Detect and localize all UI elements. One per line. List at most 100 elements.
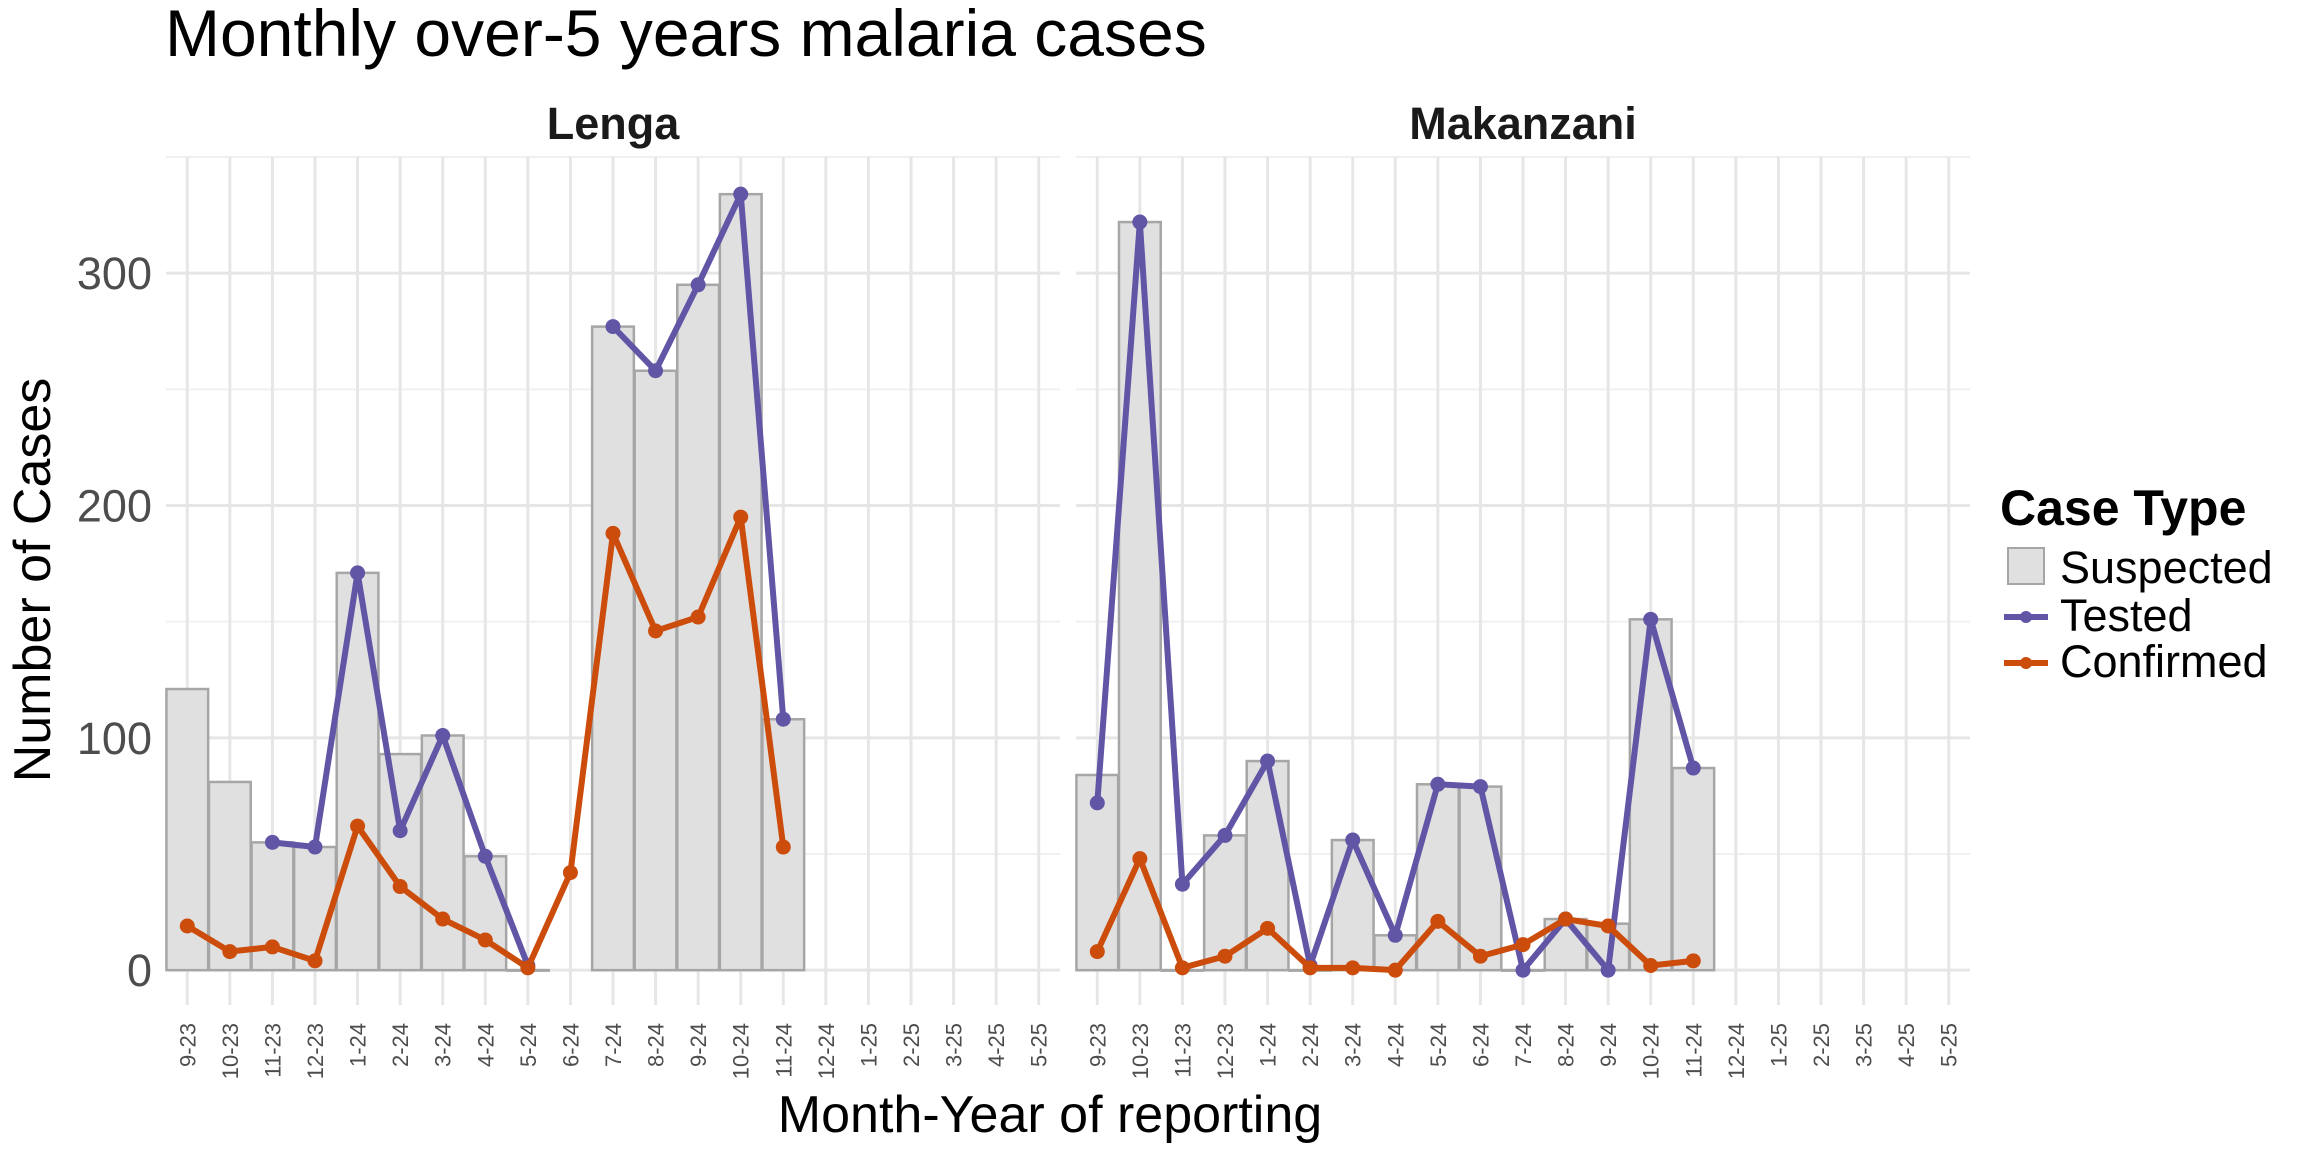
x-tick-label-makanzani: 7-24: [1511, 1023, 1536, 1067]
x-tick-label-makanzani: 3-24: [1341, 1023, 1366, 1067]
x-tick-label-lenga: 8-24: [644, 1023, 669, 1067]
y-tick-label: 100: [77, 713, 152, 764]
point-confirmed-makanzani-7-24: [1515, 937, 1531, 953]
point-tested-makanzani-6-24: [1472, 779, 1488, 795]
x-tick-label-makanzani: 11-24: [1681, 1023, 1706, 1078]
y-tick-label: 300: [77, 248, 152, 299]
point-tested-makanzani-12-23: [1217, 827, 1233, 843]
x-tick-label-makanzani: 5-24: [1426, 1023, 1451, 1067]
point-tested-makanzani-11-24: [1685, 760, 1701, 776]
point-tested-lenga-9-24: [690, 277, 706, 293]
x-tick-label-makanzani: 1-25: [1766, 1023, 1791, 1067]
x-tick-label-lenga: 2-24: [388, 1023, 413, 1067]
x-tick-label-makanzani: 6-24: [1468, 1023, 1493, 1067]
point-confirmed-lenga-3-24: [435, 911, 451, 927]
point-tested-makanzani-9-24: [1600, 962, 1616, 978]
point-confirmed-lenga-10-24: [733, 509, 749, 525]
point-confirmed-lenga-11-23: [264, 939, 280, 955]
bar-suspected-makanzani-11-24: [1671, 766, 1716, 972]
x-tick-label-lenga: 5-24: [516, 1023, 541, 1067]
point-tested-makanzani-10-23: [1132, 214, 1148, 230]
x-tick-label-makanzani: 10-23: [1128, 1023, 1153, 1079]
x-tick-label-makanzani: 4-24: [1383, 1023, 1408, 1067]
x-axis-title: Month-Year of reporting: [778, 1086, 1322, 1144]
point-confirmed-lenga-4-24: [477, 932, 493, 948]
point-confirmed-makanzani-4-24: [1387, 962, 1403, 978]
x-tick-label-lenga: 9-24: [686, 1023, 711, 1067]
point-confirmed-makanzani-3-24: [1345, 960, 1361, 976]
legend-title: Case Type: [2000, 480, 2246, 536]
point-confirmed-lenga-2-24: [392, 879, 408, 895]
y-axis-title: Number of Cases: [4, 378, 62, 783]
legend-point-confirmed: [2020, 657, 2032, 669]
legend-label-suspected: Suspected: [2060, 542, 2273, 593]
bar-suspected-lenga-9-24: [676, 283, 721, 972]
x-tick-label-lenga: 12-24: [814, 1023, 839, 1079]
x-tick-label-lenga: 7-24: [601, 1023, 626, 1067]
x-tick-label-makanzani: 9-24: [1596, 1023, 1621, 1067]
point-tested-makanzani-10-24: [1643, 611, 1659, 627]
x-tick-label-lenga: 4-25: [984, 1023, 1009, 1067]
x-tick-label-makanzani: 9-23: [1085, 1023, 1110, 1067]
x-tick-label-lenga: 11-24: [771, 1023, 796, 1078]
x-tick-label-lenga: 4-24: [473, 1023, 498, 1067]
x-tick-label-lenga: 1-25: [856, 1023, 881, 1067]
point-confirmed-makanzani-5-24: [1430, 913, 1446, 929]
point-confirmed-makanzani-10-23: [1132, 851, 1148, 867]
point-confirmed-makanzani-1-24: [1260, 920, 1276, 936]
x-tick-label-makanzani: 12-24: [1724, 1023, 1749, 1079]
point-confirmed-makanzani-12-23: [1217, 948, 1233, 964]
x-tick-label-lenga: 11-23: [260, 1023, 285, 1078]
point-tested-lenga-8-24: [648, 363, 664, 379]
x-tick-label-makanzani: 4-25: [1894, 1023, 1919, 1067]
x-tick-label-makanzani: 2-24: [1298, 1023, 1323, 1067]
point-confirmed-lenga-9-23: [179, 918, 195, 934]
point-confirmed-makanzani-8-24: [1558, 911, 1574, 927]
x-tick-label-lenga: 5-25: [1027, 1023, 1052, 1067]
x-tick-label-lenga: 10-23: [218, 1023, 243, 1079]
panel-title-makanzani: Makanzani: [1409, 98, 1637, 149]
legend-swatch-suspected: [2007, 547, 2045, 585]
point-confirmed-makanzani-10-24: [1643, 958, 1659, 974]
bar-suspected-makanzani-6-24: [1458, 785, 1503, 972]
point-confirmed-makanzani-6-24: [1472, 948, 1488, 964]
panel-title-lenga: Lenga: [547, 98, 680, 149]
bar-suspected-lenga-10-23: [207, 780, 252, 972]
point-confirmed-lenga-9-24: [690, 609, 706, 625]
x-tick-label-lenga: 9-23: [175, 1023, 200, 1067]
x-tick-label-lenga: 3-24: [431, 1023, 456, 1067]
x-tick-label-lenga: 3-25: [942, 1023, 967, 1067]
x-tick-label-makanzani: 5-25: [1937, 1023, 1962, 1067]
point-confirmed-lenga-5-24: [520, 960, 536, 976]
y-axis: 0 100 200 300: [77, 248, 152, 996]
point-confirmed-lenga-11-24: [775, 839, 791, 855]
point-tested-makanzani-5-24: [1430, 776, 1446, 792]
panel-lenga: Lenga 9-23 10-23 11-23 12-23 1-24 2-24 3-24 4-24…: [165, 98, 1060, 1079]
point-confirmed-makanzani-9-23: [1089, 944, 1105, 960]
point-confirmed-lenga-6-24: [562, 865, 578, 881]
x-tick-label-lenga: 2-25: [899, 1023, 924, 1067]
point-tested-makanzani-1-24: [1260, 753, 1276, 769]
point-tested-lenga-2-24: [392, 823, 408, 839]
panel-makanzani: Makanzani 9-23 10-23 11-23 12-23 1-24 2-24 3-24…: [1075, 98, 1970, 1079]
point-confirmed-lenga-12-23: [307, 953, 323, 969]
point-confirmed-makanzani-9-24: [1600, 918, 1616, 934]
point-confirmed-lenga-1-24: [350, 818, 366, 834]
point-confirmed-lenga-8-24: [648, 623, 664, 639]
x-tick-label-makanzani: 10-24: [1639, 1023, 1664, 1079]
point-tested-makanzani-3-24: [1345, 832, 1361, 848]
chart-title: Monthly over-5 years malaria cases: [165, 0, 1207, 70]
point-confirmed-lenga-10-23: [222, 944, 238, 960]
legend-label-tested: Tested: [2060, 590, 2193, 641]
bar-suspected-makanzani-10-23: [1117, 220, 1162, 972]
point-tested-lenga-7-24: [605, 319, 621, 335]
point-tested-makanzani-7-24: [1515, 962, 1531, 978]
panels: Lenga 9-23 10-23 11-23 12-23 1-24 2-24 3-24 4-24…: [77, 98, 1970, 1079]
point-tested-lenga-4-24: [477, 848, 493, 864]
y-tick-label: 0: [127, 945, 152, 996]
x-tick-label-makanzani: 11-23: [1170, 1023, 1195, 1078]
point-tested-lenga-3-24: [435, 727, 451, 743]
y-tick-label: 200: [77, 480, 152, 531]
point-tested-makanzani-4-24: [1387, 927, 1403, 943]
